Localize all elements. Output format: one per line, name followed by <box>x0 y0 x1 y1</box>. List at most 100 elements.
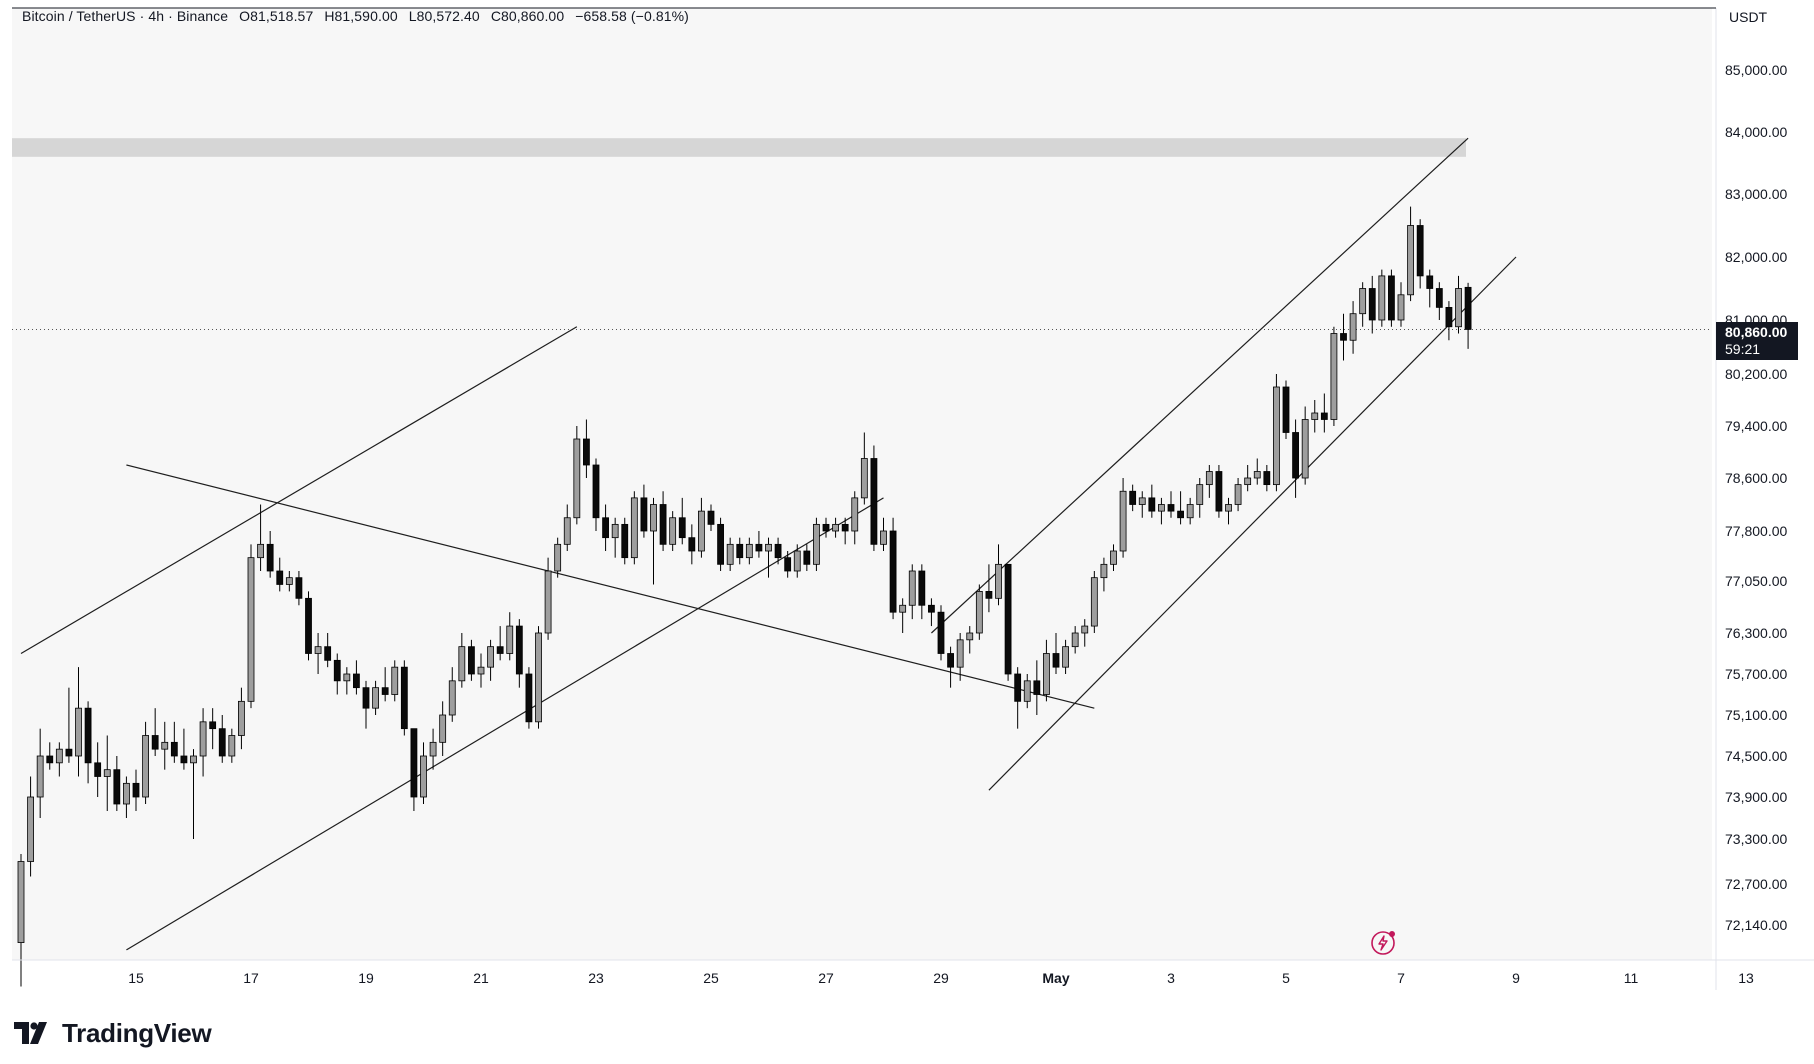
price-tick-label: 73,900.00 <box>1725 789 1787 805</box>
candle-body <box>1435 288 1443 308</box>
candle-body <box>1359 288 1367 315</box>
candle-body <box>75 707 82 757</box>
candle <box>228 728 236 763</box>
candle <box>784 551 792 578</box>
candle-body <box>324 646 332 661</box>
candle <box>918 564 926 620</box>
candle <box>880 517 887 551</box>
candle <box>688 524 696 565</box>
candle-body <box>1110 550 1117 565</box>
candlestick-chart[interactable]: 85,000.0084,000.0083,000.0082,000.0081,0… <box>0 0 1814 1000</box>
candle <box>1368 275 1376 334</box>
candle <box>630 491 638 565</box>
bar-countdown: 59:21 <box>1725 341 1761 357</box>
candle-body <box>477 666 485 675</box>
candle <box>774 537 782 565</box>
candle-body <box>142 735 149 798</box>
candle-body <box>487 646 494 668</box>
symbol-label[interactable]: Bitcoin / TetherUS · 4h · Binance <box>22 8 229 24</box>
low-value: L80,572.40 <box>408 8 480 24</box>
brand-name: TradingView <box>62 1017 212 1048</box>
candle-body <box>736 543 744 559</box>
candle <box>1167 491 1175 518</box>
candle-body <box>640 497 648 532</box>
candle <box>669 511 677 551</box>
candle <box>1455 275 1462 334</box>
candle-body <box>1138 497 1146 505</box>
candle <box>544 557 552 640</box>
candle <box>123 776 130 818</box>
candle-body <box>1033 680 1041 695</box>
candle <box>1292 419 1299 498</box>
candle <box>1378 269 1386 327</box>
candle-body <box>535 632 542 723</box>
candle-body <box>1273 386 1280 486</box>
candle <box>937 605 945 661</box>
time-tick-label: 7 <box>1397 970 1405 986</box>
candle <box>94 742 102 797</box>
candle-body <box>305 597 312 654</box>
time-tick-label: 17 <box>243 970 259 986</box>
candle-body <box>151 735 159 750</box>
candle-body <box>832 523 839 532</box>
candle <box>1301 406 1309 485</box>
chart-area[interactable]: 85,000.00 84,000.00 83,000.00 82,000.00 81,0… <box>0 0 1814 1000</box>
candle <box>583 419 590 478</box>
candle <box>707 504 715 531</box>
tradingview-logo[interactable]: TradingView <box>14 1016 212 1050</box>
candle-body <box>238 700 245 736</box>
price-tick-label: 75,100.00 <box>1725 707 1787 723</box>
candle-body <box>669 517 677 545</box>
candle <box>640 484 648 538</box>
candle-body <box>362 687 370 709</box>
candle-body <box>1071 632 1079 648</box>
candle-body <box>1234 484 1242 505</box>
time-tick-label: 9 <box>1512 970 1520 986</box>
candle-body <box>813 523 820 565</box>
candle <box>851 491 859 545</box>
candle <box>65 687 73 763</box>
candle-body <box>1263 471 1271 486</box>
lightning-icon[interactable] <box>1370 928 1398 956</box>
candle <box>563 504 571 551</box>
candle-body <box>870 458 878 545</box>
candle-body <box>1014 673 1022 702</box>
candle-body <box>707 510 715 525</box>
candle-body <box>860 458 868 499</box>
candle <box>170 721 178 763</box>
candle-body <box>755 543 763 552</box>
candle-body <box>228 735 236 757</box>
candle-body <box>621 523 629 559</box>
time-tick-label: 19 <box>358 970 374 986</box>
candle <box>1311 400 1319 433</box>
candle <box>525 667 533 729</box>
candle <box>1388 269 1395 327</box>
candle <box>1129 484 1137 512</box>
candle <box>132 769 140 811</box>
candle <box>439 701 447 756</box>
price-tick-label: 85,000.00 <box>1725 62 1787 78</box>
candle <box>218 715 226 763</box>
candle-body <box>170 741 178 757</box>
candle-body <box>1215 471 1223 512</box>
candle <box>458 633 466 688</box>
candle-body <box>659 504 667 545</box>
candle-body <box>1090 577 1098 627</box>
candle-body <box>1340 333 1347 341</box>
candle-body <box>1330 333 1338 420</box>
trendline <box>126 497 884 951</box>
candle <box>420 742 427 804</box>
candle <box>535 626 542 729</box>
candle-body <box>1426 275 1434 289</box>
candle <box>1263 465 1271 492</box>
candle-body <box>1043 653 1050 695</box>
candle-body <box>1388 275 1395 321</box>
candle <box>353 660 360 695</box>
candle-body <box>113 769 121 805</box>
candle-body <box>1158 504 1165 512</box>
price-tick-label: 84,000.00 <box>1725 124 1787 140</box>
candle-body <box>103 769 111 777</box>
price-axis-currency[interactable]: USDT <box>1729 9 1768 25</box>
candle <box>1177 491 1184 525</box>
candle <box>1196 478 1204 518</box>
